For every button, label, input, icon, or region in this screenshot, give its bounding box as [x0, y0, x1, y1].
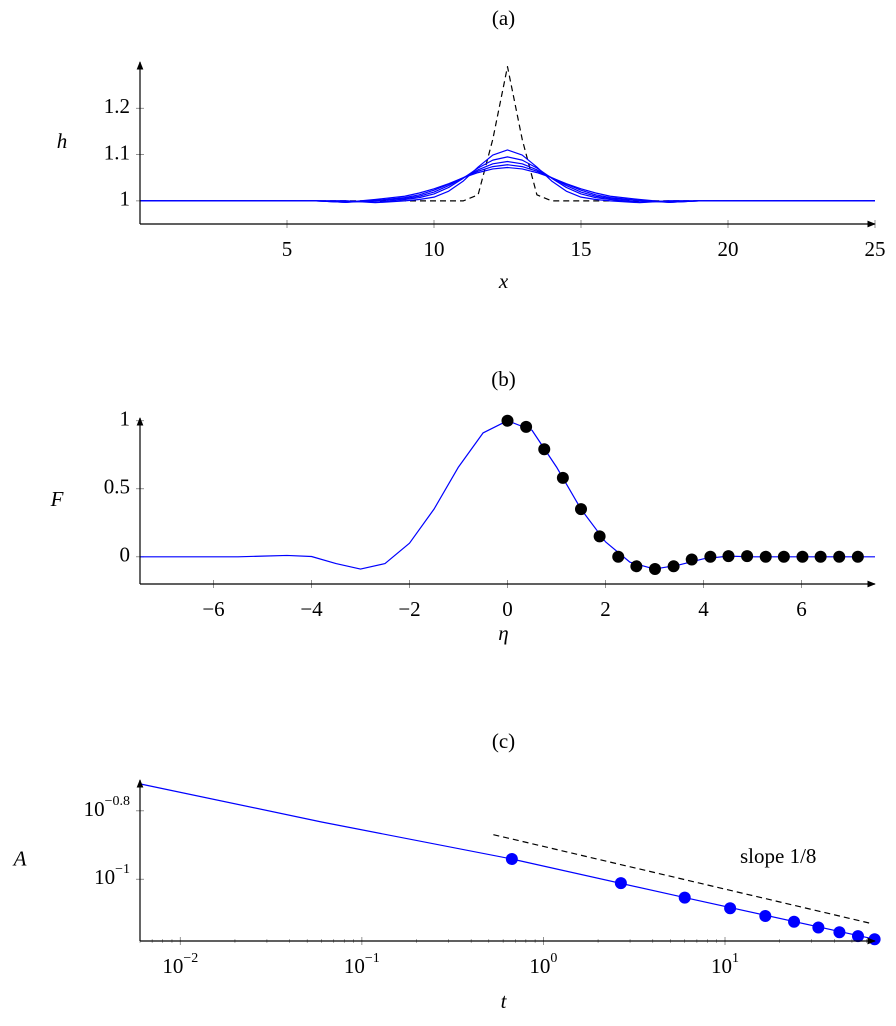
- series-line: [140, 156, 875, 203]
- data-point: [593, 530, 606, 543]
- data-point: [612, 550, 625, 563]
- panel-title: (b): [491, 367, 516, 391]
- x-tick-label: 25: [865, 237, 886, 261]
- data-point: [812, 921, 825, 934]
- x-axis-label: x: [498, 269, 509, 293]
- series-line: [140, 420, 875, 570]
- x-tick-label: 101: [711, 951, 739, 978]
- x-tick-label-base: 10: [711, 954, 732, 978]
- x-axis-label: t: [501, 989, 508, 1013]
- annotation: slope 1/8: [740, 844, 816, 868]
- x-tick-label: 10: [424, 237, 445, 261]
- y-axis-label: h: [57, 129, 68, 153]
- x-tick-label: −4: [300, 597, 323, 621]
- y-tick-label: 1: [120, 187, 131, 211]
- data-point: [741, 550, 754, 563]
- panel-title: (c): [492, 729, 515, 753]
- data-point: [722, 550, 735, 563]
- y-tick-label-base: 10: [94, 865, 115, 889]
- data-point: [630, 560, 643, 573]
- data-point: [538, 443, 551, 456]
- series-line: [493, 834, 873, 925]
- x-tick-label: 5: [282, 237, 293, 261]
- x-tick-label: 10−1: [344, 951, 380, 978]
- data-point: [501, 414, 514, 427]
- y-tick-label: 0.5: [104, 475, 130, 499]
- data-point: [505, 852, 518, 865]
- y-tick-label: 1.1: [104, 140, 130, 164]
- y-tick-label: 0: [120, 543, 131, 567]
- x-tick-label: 20: [718, 237, 739, 261]
- data-point: [678, 891, 691, 904]
- data-point: [759, 550, 772, 563]
- data-point: [759, 909, 772, 922]
- x-tick-label-base: 10: [162, 954, 183, 978]
- x-tick-label: −2: [398, 597, 420, 621]
- data-point: [614, 877, 627, 890]
- data-point: [868, 933, 881, 946]
- x-tick-label: 10−2: [162, 951, 198, 978]
- series-line: [140, 149, 875, 204]
- series-line: [140, 166, 875, 203]
- panel-title: (a): [492, 6, 515, 30]
- data-point: [724, 902, 737, 915]
- x-tick-label: −6: [202, 597, 224, 621]
- data-point: [667, 560, 680, 573]
- data-point: [851, 550, 864, 563]
- data-point: [814, 550, 827, 563]
- x-tick-label: 6: [796, 597, 807, 621]
- data-point: [833, 550, 846, 563]
- y-tick-label: 1.2: [104, 94, 130, 118]
- data-point: [796, 550, 809, 563]
- data-point: [788, 915, 801, 928]
- data-point: [851, 930, 864, 943]
- x-tick-label: 4: [698, 597, 709, 621]
- data-point: [704, 550, 717, 563]
- data-point: [777, 550, 790, 563]
- x-tick-label: 2: [600, 597, 611, 621]
- data-point: [520, 420, 533, 433]
- series-line: [140, 66, 875, 202]
- series-line: [140, 164, 875, 203]
- y-tick-label-exponent: −0.8: [105, 794, 130, 809]
- y-tick-label: 10−0.8: [84, 794, 130, 821]
- x-tick-label-exponent: −2: [183, 951, 198, 966]
- y-axis-label: A: [12, 846, 27, 870]
- data-point: [833, 926, 846, 939]
- y-tick-label-exponent: −1: [115, 862, 130, 877]
- data-point: [575, 503, 587, 516]
- x-tick-label: 15: [571, 237, 592, 261]
- x-tick-label: 0: [502, 597, 513, 621]
- x-axis-label: η: [498, 621, 508, 645]
- x-tick-label: 100: [529, 951, 557, 978]
- x-tick-label-base: 10: [529, 954, 550, 978]
- y-tick-label: 1: [120, 407, 131, 431]
- x-tick-label-exponent: −1: [365, 951, 380, 966]
- data-point: [648, 563, 661, 576]
- y-tick-label: 10−1: [94, 862, 130, 889]
- x-tick-label-exponent: 0: [550, 951, 557, 966]
- data-point: [556, 471, 569, 484]
- x-tick-label-exponent: 1: [732, 951, 739, 966]
- y-axis-label: F: [50, 487, 64, 511]
- x-tick-label-base: 10: [344, 954, 365, 978]
- y-tick-label-base: 10: [84, 797, 105, 821]
- data-point: [685, 553, 698, 566]
